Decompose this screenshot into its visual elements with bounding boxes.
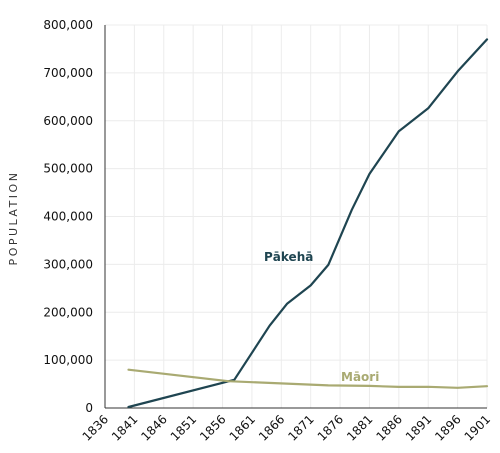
x-tick-label: 1836 [80, 412, 111, 443]
x-tick-label: 1841 [109, 412, 140, 443]
y-tick-label: 800,000 [43, 18, 93, 32]
x-tick-label: 1866 [256, 412, 287, 443]
axes [104, 25, 487, 409]
y-tick-label: 600,000 [43, 114, 93, 128]
grid [105, 24, 488, 408]
x-tick-label: 1871 [285, 412, 316, 443]
series [127, 38, 489, 409]
series-line-0 [127, 38, 489, 409]
x-tick-label: 1876 [315, 412, 346, 443]
x-tick-label: 1896 [432, 412, 463, 443]
x-tick-label: 1886 [373, 412, 404, 443]
y-axis-label: POPULATION [7, 171, 20, 266]
x-tick-label: 1856 [197, 412, 228, 443]
y-tick-label: 700,000 [43, 66, 93, 80]
y-tick-label: 100,000 [43, 353, 93, 367]
x-tick-label: 1851 [168, 412, 199, 443]
series-line-1 [127, 368, 489, 389]
series-label-pakeha: Pākehā [264, 250, 313, 264]
x-tick-label: 1901 [462, 412, 493, 443]
y-tick-label: 200,000 [43, 305, 93, 319]
y-tick-label: 400,000 [43, 210, 93, 224]
y-tick-label: 300,000 [43, 257, 93, 271]
y-tick-label: 500,000 [43, 162, 93, 176]
series-label-maori: Māori [341, 370, 379, 384]
x-tick-label: 1881 [344, 412, 375, 443]
y-tick-label: 0 [85, 401, 93, 415]
labels: 0 100,000 200,000 300,000 400,000 500,000 600,… [43, 18, 493, 444]
x-tick-label: 1846 [138, 412, 169, 443]
x-tick-label: 1891 [403, 412, 434, 443]
x-tick-label: 1861 [227, 412, 258, 443]
